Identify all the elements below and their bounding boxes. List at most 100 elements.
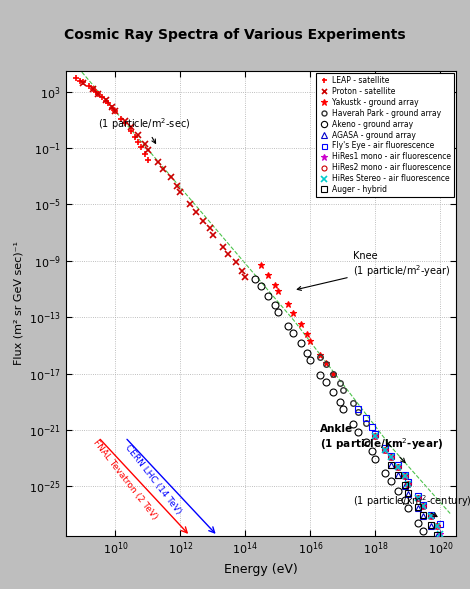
Line: HiRes2 mono - air fluorescence: HiRes2 mono - air fluorescence [373, 433, 440, 529]
Akeno - ground array [298, 339, 304, 346]
HiRes1 mono - air fluorescence [415, 494, 421, 501]
Haverah Park - ground array [323, 360, 329, 367]
Yakustk - ground array [258, 262, 264, 269]
Line: Akeno - ground array: Akeno - ground array [251, 276, 444, 561]
Yakustk - ground array [323, 359, 329, 366]
HiRes Stereo - air fluorescence [373, 432, 378, 439]
HiRes2 mono - air fluorescence [415, 494, 421, 501]
Akeno - ground array [317, 371, 323, 378]
LEAP - satellite [103, 97, 109, 104]
Fly's Eye - air fluorescence [355, 406, 361, 413]
Fly's Eye - air fluorescence [382, 445, 388, 452]
Akeno - ground array [305, 349, 310, 356]
HiRes Stereo - air fluorescence [388, 454, 394, 461]
Fly's Eye - air fluorescence [402, 472, 407, 479]
Fly's Eye - air fluorescence [369, 424, 375, 431]
Proton - satellite [110, 104, 115, 111]
Yakustk - ground array [275, 287, 281, 294]
HiRes1 mono - air fluorescence [382, 446, 388, 453]
Line: Yakustk - ground array: Yakustk - ground array [258, 262, 337, 377]
AGASA - ground array [434, 532, 440, 540]
HiRes Stereo - air fluorescence [405, 480, 411, 487]
Line: HiRes Stereo - air fluorescence: HiRes Stereo - air fluorescence [372, 432, 444, 538]
Fly's Eye - air fluorescence [421, 501, 426, 508]
Line: AGASA - ground array: AGASA - ground array [387, 462, 444, 548]
Akeno - ground array [438, 554, 443, 561]
Auger - hybrid [447, 554, 453, 561]
HiRes2 mono - air fluorescence [402, 473, 407, 480]
Text: Cosmic Ray Spectra of Various Experiments: Cosmic Ray Spectra of Various Experiment… [64, 28, 406, 42]
Akeno - ground array [337, 398, 343, 405]
Fly's Eye - air fluorescence [388, 452, 394, 459]
Akeno - ground array [402, 497, 407, 504]
HiRes1 mono - air fluorescence [402, 473, 407, 480]
Proton - satellite [122, 118, 128, 125]
Akeno - ground array [275, 308, 281, 315]
Fly's Eye - air fluorescence [373, 431, 378, 438]
Line: LEAP - satellite: LEAP - satellite [73, 75, 150, 163]
Proton - satellite [160, 166, 166, 173]
HiRes2 mono - air fluorescence [405, 480, 411, 487]
HiRes Stereo - air fluorescence [438, 531, 443, 538]
Proton - satellite [226, 250, 231, 257]
Auger - hybrid [421, 512, 426, 519]
Legend: LEAP - satellite, Proton - satellite, Yakustk - ground array, Haverah Park - gro: LEAP - satellite, Proton - satellite, Ya… [316, 73, 454, 197]
HiRes Stereo - air fluorescence [415, 494, 421, 501]
Yakustk - ground array [305, 331, 310, 338]
Line: HiRes1 mono - air fluorescence: HiRes1 mono - air fluorescence [372, 432, 444, 538]
Haverah Park - ground array [317, 353, 323, 360]
Text: CERN LHC (14 TeV): CERN LHC (14 TeV) [124, 443, 183, 516]
HiRes1 mono - air fluorescence [434, 522, 440, 530]
Akeno - ground array [421, 527, 426, 534]
LEAP - satellite [105, 100, 111, 107]
Text: FNAL Tevatron (2 TeV): FNAL Tevatron (2 TeV) [91, 438, 159, 521]
Proton - satellite [207, 225, 212, 232]
LEAP - satellite [95, 90, 101, 97]
Yakustk - ground array [272, 281, 277, 288]
Proton - satellite [174, 183, 180, 190]
Fly's Eye - air fluorescence [438, 521, 443, 528]
Haverah Park - ground array [330, 370, 336, 377]
Proton - satellite [128, 124, 133, 131]
HiRes2 mono - air fluorescence [382, 446, 388, 453]
Akeno - ground array [307, 356, 313, 363]
Akeno - ground array [369, 448, 375, 455]
AGASA - ground array [395, 472, 401, 479]
AGASA - ground array [402, 483, 407, 490]
HiRes Stereo - air fluorescence [428, 512, 433, 519]
Auger - hybrid [438, 540, 443, 547]
Auger - hybrid [415, 504, 421, 511]
Proton - satellite [200, 217, 206, 224]
LEAP - satellite [132, 133, 138, 140]
AGASA - ground array [421, 512, 426, 519]
HiRes1 mono - air fluorescence [373, 432, 378, 439]
Auger - hybrid [395, 472, 401, 479]
LEAP - satellite [110, 104, 115, 111]
Akeno - ground array [285, 322, 290, 329]
HiRes1 mono - air fluorescence [395, 463, 401, 470]
Proton - satellite [220, 243, 226, 250]
Proton - satellite [135, 131, 141, 138]
Text: (1 particle/m$^2$-sec): (1 particle/m$^2$-sec) [98, 117, 191, 143]
Akeno - ground array [340, 406, 345, 413]
HiRes2 mono - air fluorescence [434, 522, 440, 530]
Akeno - ground array [415, 519, 421, 527]
Akeno - ground array [323, 379, 329, 386]
Line: Proton - satellite: Proton - satellite [80, 80, 248, 280]
Akeno - ground array [373, 455, 378, 462]
Akeno - ground array [382, 469, 388, 477]
Proton - satellite [103, 97, 109, 104]
LEAP - satellite [128, 128, 133, 135]
Akeno - ground array [252, 276, 258, 283]
HiRes1 mono - air fluorescence [405, 480, 411, 487]
Akeno - ground array [355, 429, 361, 436]
LEAP - satellite [90, 85, 95, 92]
Akeno - ground array [265, 293, 271, 300]
Auger - hybrid [405, 489, 411, 497]
LEAP - satellite [122, 120, 128, 127]
Haverah Park - ground array [340, 386, 345, 393]
Akeno - ground array [258, 283, 264, 290]
HiRes2 mono - air fluorescence [421, 502, 426, 509]
HiRes1 mono - air fluorescence [388, 454, 394, 461]
HiRes1 mono - air fluorescence [438, 531, 443, 538]
